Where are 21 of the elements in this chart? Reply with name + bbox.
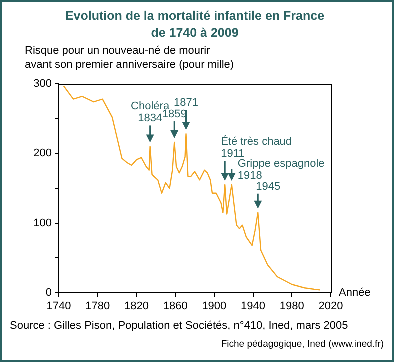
source-note: Source : Gilles Pison, Population et Sociétés, n°410, Ined, mars 2005 [10,320,348,332]
x-axis-title: Année [339,287,371,300]
x-tick-label: 1980 [280,300,304,313]
annotation: Grippe espagnole 1918 [238,158,325,182]
text: Fiche pédagogique, Ined (www.ined.fr) [221,339,384,350]
x-tick-label: 1900 [202,300,227,313]
annotation: Été très chaud 1911 [221,135,292,160]
y-tick-label: 200 [34,148,52,160]
chart-title: Evolution de la mortalité infantile en France de 1740 à 2009 [64,8,326,42]
x-tick-label: 1820 [124,300,149,313]
x-tick-label: 2020 [318,300,344,313]
x-tick-label: 1940 [241,300,266,313]
x-tick-label: 1740 [46,300,72,313]
x-tick-label: 1780 [86,300,110,313]
y-tick-label: 0 [46,287,52,300]
y-axis-title: Risque pour un nouveau-né de mourir avant son premier anniversaire (pour mille) [25,44,234,72]
y-tick-label: 100 [34,217,52,230]
annotation: 1945 [256,180,281,193]
annotation: 1871 [174,97,198,110]
x-tick-label: 1860 [163,300,188,313]
y-tick-label: 300 [34,78,52,90]
